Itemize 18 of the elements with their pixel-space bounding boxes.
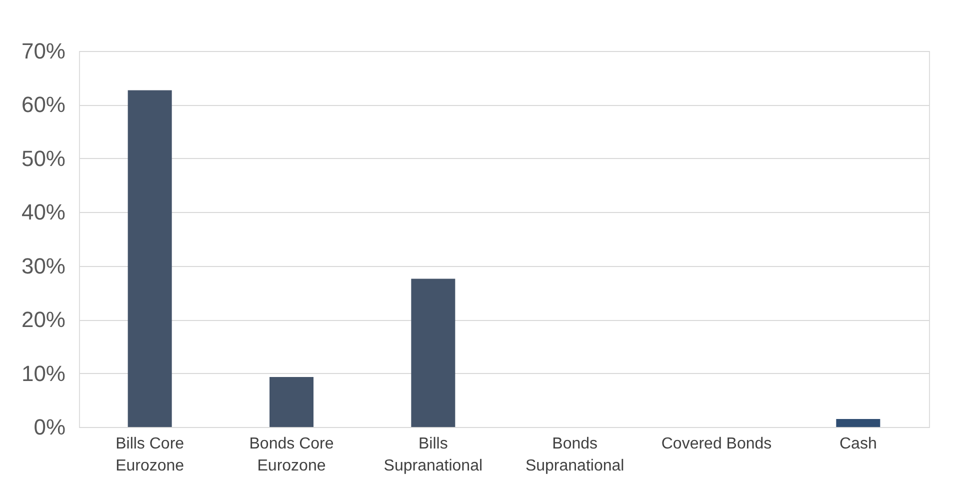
y-tick-label: 50% bbox=[21, 146, 66, 171]
y-tick-label: 40% bbox=[21, 200, 66, 225]
bar bbox=[836, 418, 880, 427]
y-tick-label: 10% bbox=[21, 360, 66, 386]
y-tick-label: 30% bbox=[21, 253, 66, 278]
y-tick-label: 60% bbox=[21, 92, 66, 118]
y-tick-label: 20% bbox=[21, 307, 66, 332]
y-tick-label: 70% bbox=[21, 38, 66, 64]
x-tick-label: Bonds Supranational bbox=[525, 436, 624, 474]
x-tick-label: Bills Supranational bbox=[384, 436, 483, 474]
bar bbox=[128, 90, 172, 427]
x-tick-label: Covered Bonds bbox=[661, 436, 772, 452]
x-tick-label: Bonds Core Eurozone bbox=[249, 436, 334, 474]
y-tick-label: 0% bbox=[34, 414, 66, 440]
x-tick-label: Bills Core Eurozone bbox=[116, 436, 184, 474]
bar bbox=[270, 377, 314, 427]
x-tick-label: Cash bbox=[839, 436, 877, 452]
bar bbox=[411, 278, 456, 427]
